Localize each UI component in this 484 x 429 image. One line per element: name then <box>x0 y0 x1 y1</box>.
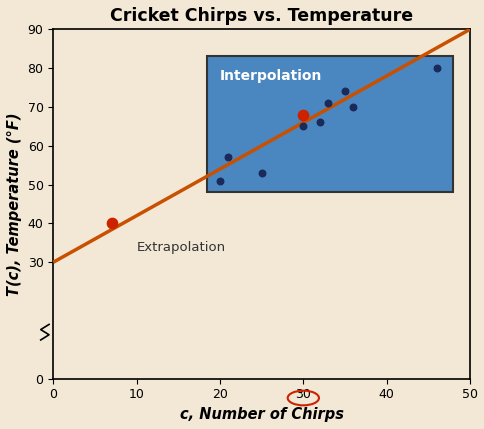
Point <box>340 88 348 95</box>
Point <box>432 65 439 72</box>
Point <box>349 103 357 110</box>
Point <box>299 111 306 118</box>
Text: Extrapolation: Extrapolation <box>136 241 225 254</box>
Point <box>224 154 232 161</box>
Text: Interpolation: Interpolation <box>220 69 322 83</box>
Point <box>257 169 265 176</box>
Bar <box>207 57 453 192</box>
Title: Cricket Chirps vs. Temperature: Cricket Chirps vs. Temperature <box>110 7 412 25</box>
Point <box>107 220 115 227</box>
Point <box>216 177 224 184</box>
Y-axis label: T(c), Temperature (°F): T(c), Temperature (°F) <box>7 112 22 296</box>
Point <box>299 123 306 130</box>
Point <box>316 119 323 126</box>
X-axis label: c, Number of Chirps: c, Number of Chirps <box>179 407 343 422</box>
Point <box>324 100 332 106</box>
